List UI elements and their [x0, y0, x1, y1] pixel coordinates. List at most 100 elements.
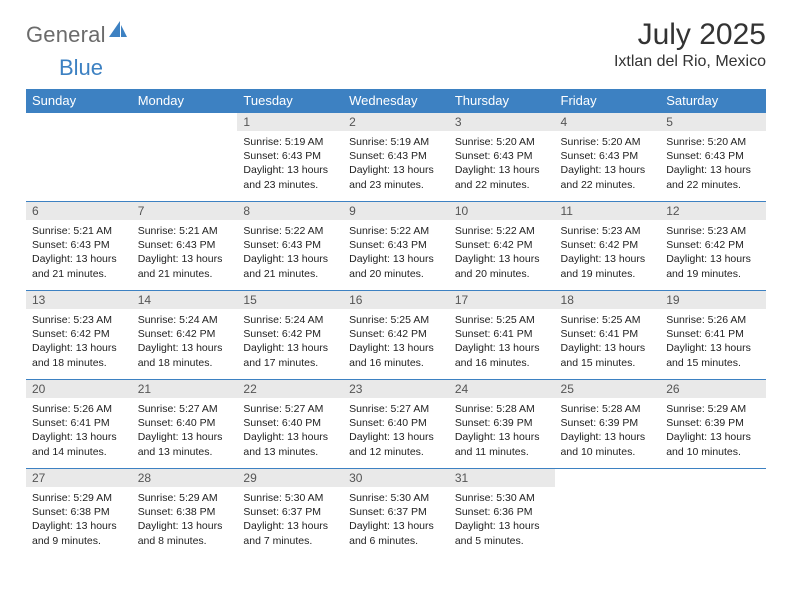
day-details: Sunrise: 5:30 AMSunset: 6:37 PMDaylight:…	[343, 487, 449, 550]
sunset-line: Sunset: 6:43 PM	[561, 149, 655, 163]
day-details: Sunrise: 5:20 AMSunset: 6:43 PMDaylight:…	[555, 131, 661, 194]
day-cell-empty	[26, 113, 132, 202]
day-details: Sunrise: 5:28 AMSunset: 6:39 PMDaylight:…	[555, 398, 661, 461]
sunset-line: Sunset: 6:41 PM	[32, 416, 126, 430]
day-details: Sunrise: 5:22 AMSunset: 6:43 PMDaylight:…	[237, 220, 343, 283]
day-cell-20: 20 Sunrise: 5:26 AMSunset: 6:41 PMDayligh…	[26, 380, 132, 469]
daylight-line: Daylight: 13 hours and 18 minutes.	[138, 341, 232, 369]
day-cell-empty	[660, 469, 766, 558]
calendar-row: 6Sunrise: 5:21 AMSunset: 6:43 PMDaylight…	[26, 202, 766, 291]
sunrise-line: Sunrise: 5:26 AM	[32, 402, 126, 416]
day-cell-31: 31Sunrise: 5:30 AMSunset: 6:36 PMDayligh…	[449, 469, 555, 558]
day-number: 7	[132, 202, 238, 220]
day-number: 20	[26, 380, 132, 398]
daylight-line: Daylight: 13 hours and 11 minutes.	[455, 430, 549, 458]
logo-word-general: General	[26, 22, 106, 48]
day-number: 3	[449, 113, 555, 131]
sunrise-line: Sunrise: 5:24 AM	[138, 313, 232, 327]
daylight-line: Daylight: 13 hours and 23 minutes.	[349, 163, 443, 191]
sunrise-line: Sunrise: 5:30 AM	[455, 491, 549, 505]
day-cell-12: 12Sunrise: 5:23 AMSunset: 6:42 PMDayligh…	[660, 202, 766, 291]
sunrise-line: Sunrise: 5:22 AM	[349, 224, 443, 238]
sunrise-line: Sunrise: 5:28 AM	[561, 402, 655, 416]
day-number: 31	[449, 469, 555, 487]
logo-word-blue: Blue	[59, 55, 103, 80]
day-details: Sunrise: 5:20 AMSunset: 6:43 PMDaylight:…	[660, 131, 766, 194]
day-number: 15	[237, 291, 343, 309]
weekday-saturday: Saturday	[660, 89, 766, 113]
day-details: Sunrise: 5:25 AMSunset: 6:41 PMDaylight:…	[555, 309, 661, 372]
sunset-line: Sunset: 6:40 PM	[349, 416, 443, 430]
day-number: 16	[343, 291, 449, 309]
day-details: Sunrise: 5:22 AMSunset: 6:43 PMDaylight:…	[343, 220, 449, 283]
logo: General	[26, 18, 130, 48]
daylight-line: Daylight: 13 hours and 20 minutes.	[349, 252, 443, 280]
sunset-line: Sunset: 6:39 PM	[561, 416, 655, 430]
calendar-row: 27Sunrise: 5:29 AMSunset: 6:38 PMDayligh…	[26, 469, 766, 558]
day-cell-18: 18Sunrise: 5:25 AMSunset: 6:41 PMDayligh…	[555, 291, 661, 380]
day-number: 25	[555, 380, 661, 398]
sunset-line: Sunset: 6:37 PM	[349, 505, 443, 519]
day-number: 28	[132, 469, 238, 487]
sunrise-line: Sunrise: 5:30 AM	[349, 491, 443, 505]
sunrise-line: Sunrise: 5:25 AM	[561, 313, 655, 327]
daylight-line: Daylight: 13 hours and 12 minutes.	[349, 430, 443, 458]
day-number: 11	[555, 202, 661, 220]
day-details: Sunrise: 5:23 AMSunset: 6:42 PMDaylight:…	[555, 220, 661, 283]
day-cell-16: 16Sunrise: 5:25 AMSunset: 6:42 PMDayligh…	[343, 291, 449, 380]
sunset-line: Sunset: 6:39 PM	[666, 416, 760, 430]
sunrise-line: Sunrise: 5:24 AM	[243, 313, 337, 327]
day-details: Sunrise: 5:23 AMSunset: 6:42 PMDaylight:…	[26, 309, 132, 372]
day-details: Sunrise: 5:24 AMSunset: 6:42 PMDaylight:…	[237, 309, 343, 372]
calendar-row: 1Sunrise: 5:19 AMSunset: 6:43 PMDaylight…	[26, 113, 766, 202]
day-cell-10: 10Sunrise: 5:22 AMSunset: 6:42 PMDayligh…	[449, 202, 555, 291]
day-cell-empty	[555, 469, 661, 558]
sunset-line: Sunset: 6:43 PM	[455, 149, 549, 163]
day-number: 29	[237, 469, 343, 487]
daylight-line: Daylight: 13 hours and 6 minutes.	[349, 519, 443, 547]
sunset-line: Sunset: 6:40 PM	[138, 416, 232, 430]
day-cell-7: 7Sunrise: 5:21 AMSunset: 6:43 PMDaylight…	[132, 202, 238, 291]
day-details: Sunrise: 5:29 AMSunset: 6:38 PMDaylight:…	[132, 487, 238, 550]
day-details: Sunrise: 5:23 AMSunset: 6:42 PMDaylight:…	[660, 220, 766, 283]
day-cell-23: 23 Sunrise: 5:27 AMSunset: 6:40 PMDayligh…	[343, 380, 449, 469]
sunrise-line: Sunrise: 5:23 AM	[32, 313, 126, 327]
sunrise-line: Sunrise: 5:29 AM	[666, 402, 760, 416]
daylight-line: Daylight: 13 hours and 13 minutes.	[138, 430, 232, 458]
sunrise-line: Sunrise: 5:23 AM	[666, 224, 760, 238]
day-number: 5	[660, 113, 766, 131]
day-details: Sunrise: 5:24 AMSunset: 6:42 PMDaylight:…	[132, 309, 238, 372]
day-details: Sunrise: 5:30 AMSunset: 6:37 PMDaylight:…	[237, 487, 343, 550]
day-number: 14	[132, 291, 238, 309]
sunrise-line: Sunrise: 5:27 AM	[349, 402, 443, 416]
sunset-line: Sunset: 6:43 PM	[349, 238, 443, 252]
daylight-line: Daylight: 13 hours and 13 minutes.	[243, 430, 337, 458]
day-details: Sunrise: 5:19 AMSunset: 6:43 PMDaylight:…	[237, 131, 343, 194]
day-cell-6: 6Sunrise: 5:21 AMSunset: 6:43 PMDaylight…	[26, 202, 132, 291]
day-cell-3: 3Sunrise: 5:20 AMSunset: 6:43 PMDaylight…	[449, 113, 555, 202]
day-number: 10	[449, 202, 555, 220]
day-details: Sunrise: 5:27 AMSunset: 6:40 PMDaylight:…	[237, 398, 343, 461]
day-cell-28: 28Sunrise: 5:29 AMSunset: 6:38 PMDayligh…	[132, 469, 238, 558]
day-number: 26	[660, 380, 766, 398]
day-cell-15: 15Sunrise: 5:24 AMSunset: 6:42 PMDayligh…	[237, 291, 343, 380]
day-cell-21: 21Sunrise: 5:27 AMSunset: 6:40 PMDayligh…	[132, 380, 238, 469]
daylight-line: Daylight: 13 hours and 17 minutes.	[243, 341, 337, 369]
day-details: Sunrise: 5:22 AMSunset: 6:42 PMDaylight:…	[449, 220, 555, 283]
day-cell-24: 24Sunrise: 5:28 AMSunset: 6:39 PMDayligh…	[449, 380, 555, 469]
day-details: Sunrise: 5:21 AMSunset: 6:43 PMDaylight:…	[26, 220, 132, 283]
daylight-line: Daylight: 13 hours and 19 minutes.	[561, 252, 655, 280]
day-details: Sunrise: 5:20 AMSunset: 6:43 PMDaylight:…	[449, 131, 555, 194]
day-cell-11: 11Sunrise: 5:23 AMSunset: 6:42 PMDayligh…	[555, 202, 661, 291]
day-number: 4	[555, 113, 661, 131]
day-cell-8: 8Sunrise: 5:22 AMSunset: 6:43 PMDaylight…	[237, 202, 343, 291]
day-number: 23	[343, 380, 449, 398]
daylight-line: Daylight: 13 hours and 14 minutes.	[32, 430, 126, 458]
day-number: 9	[343, 202, 449, 220]
daylight-line: Daylight: 13 hours and 18 minutes.	[32, 341, 126, 369]
sunset-line: Sunset: 6:43 PM	[243, 238, 337, 252]
daylight-line: Daylight: 13 hours and 9 minutes.	[32, 519, 126, 547]
day-cell-26: 26Sunrise: 5:29 AMSunset: 6:39 PMDayligh…	[660, 380, 766, 469]
day-number: 2	[343, 113, 449, 131]
day-details: Sunrise: 5:25 AMSunset: 6:42 PMDaylight:…	[343, 309, 449, 372]
